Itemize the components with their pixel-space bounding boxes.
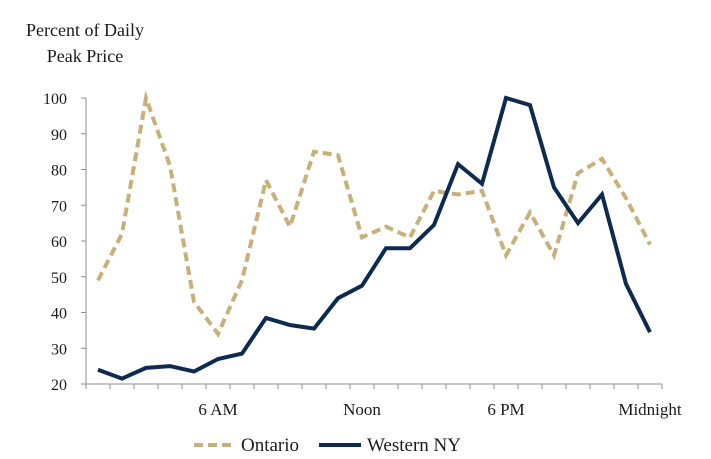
y-tick-label: 40: [51, 306, 67, 323]
y-tick-label: 30: [51, 341, 67, 358]
x-tick-label: Midnight: [618, 400, 682, 419]
legend-label-ontario: Ontario: [241, 435, 299, 456]
y-axis: 20 30 40 50 60 70 80 90 100: [43, 91, 87, 394]
series-layer: [96, 90, 652, 381]
y-tick-label: 80: [51, 163, 67, 180]
y-axis-label-line-2: Peak Price: [47, 46, 123, 66]
y-tick-label: 20: [51, 377, 67, 394]
y-tick-label: 90: [51, 127, 67, 144]
y-axis-label-line-1: Percent of Daily: [26, 20, 144, 40]
x-tick-label: 6 AM: [198, 400, 237, 419]
x-axis: 6 AM Noon 6 PM Midnight: [85, 383, 682, 419]
series-line-ontario: [96, 90, 652, 338]
x-tick-label: Noon: [343, 400, 381, 419]
y-tick-label: 70: [51, 198, 67, 215]
legend-label-western-ny: Western NY: [367, 435, 461, 456]
legend: Ontario Western NY: [194, 435, 461, 456]
y-tick-label: 60: [51, 234, 67, 251]
y-tick-label: 100: [43, 91, 67, 108]
series-line-western-ny: [97, 95, 652, 381]
x-tick-label: 6 PM: [487, 400, 524, 419]
y-tick-label: 50: [51, 270, 67, 287]
